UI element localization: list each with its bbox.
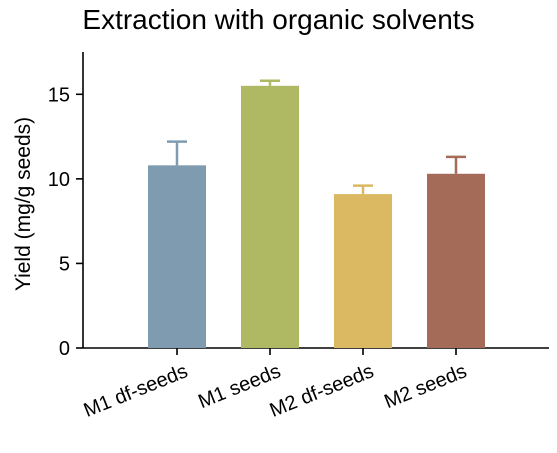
bar [241, 85, 299, 348]
bar [427, 173, 485, 348]
y-tick-label: 5 [59, 253, 70, 275]
bar [148, 165, 206, 348]
x-tick-label: M2 seeds [381, 360, 470, 413]
bars [148, 79, 485, 355]
y-tick-label: 15 [48, 84, 70, 106]
y-ticks: 0 5 10 15 [48, 84, 83, 360]
y-tick-label: 10 [48, 169, 70, 191]
x-tick-label: M2 df-seeds [267, 360, 377, 422]
chart-title: Extraction with organic solvents [82, 4, 475, 35]
bar [334, 194, 392, 348]
y-axis-label: Yield (mg/g seeds) [12, 117, 35, 291]
x-tick-label: M1 df-seeds [81, 360, 191, 422]
y-tick-label: 0 [59, 338, 70, 360]
